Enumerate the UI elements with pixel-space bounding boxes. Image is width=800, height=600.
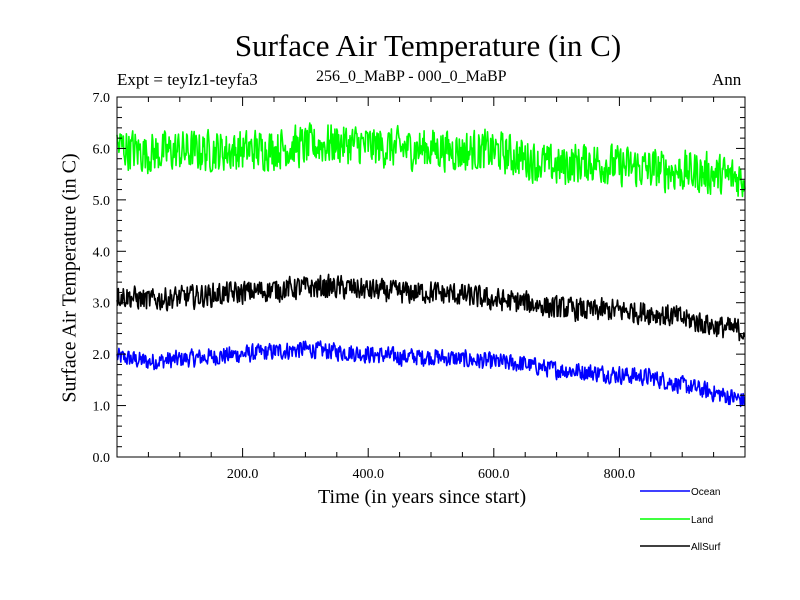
chart-subtitle: 256_0_MaBP - 000_0_MaBP [316,68,507,85]
period-label: Ann [712,70,742,89]
y-tick-label: 4.0 [93,245,111,260]
legend-label-allsurf: AllSurf [691,542,721,553]
x-tick-label: 200.0 [227,467,259,482]
y-tick-label: 3.0 [93,297,111,312]
x-tick-label: 800.0 [604,467,636,482]
series-line-land [116,122,746,198]
x-tick-label: 400.0 [352,467,384,482]
series-line-ocean [116,340,746,408]
chart-title: Surface Air Temperature (in C) [234,28,622,63]
y-tick-label: 7.0 [93,91,111,106]
y-tick-label: 2.0 [93,348,111,363]
legend-label-land: Land [691,515,713,526]
legend-label-ocean: Ocean [691,487,720,498]
experiment-label: Expt = teyIz1-teyfa3 [117,70,258,89]
y-tick-label: 5.0 [93,194,111,209]
y-tick-label: 6.0 [93,142,111,157]
x-axis-label: Time (in years since start) [318,486,527,508]
series-line-allsurf [116,273,746,342]
y-tick-label: 1.0 [93,400,111,415]
y-tick-label: 0.0 [93,451,111,466]
x-tick-label: 600.0 [478,467,510,482]
